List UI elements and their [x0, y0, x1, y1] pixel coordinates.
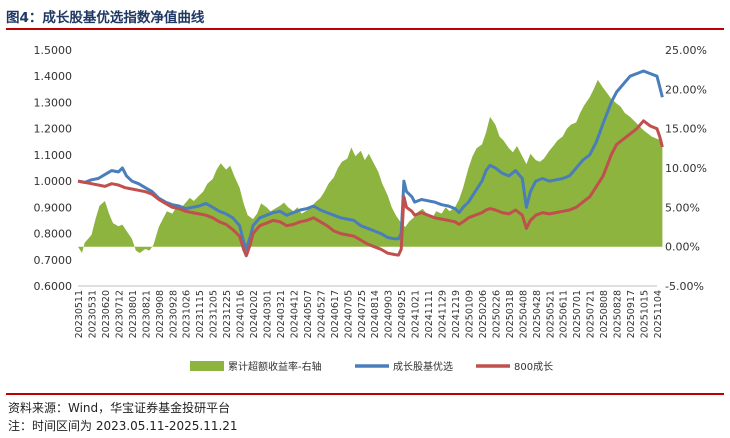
legend-excess-label: 累计超额收益率-右轴: [228, 360, 322, 373]
x-tick-label: 20231225: [222, 290, 233, 338]
x-tick-label: 20251015: [640, 290, 651, 338]
x-tick-label: 20240925: [397, 290, 408, 338]
x-tick-label: 20230821: [141, 290, 152, 338]
y-right-tick-label: 15.00%: [665, 123, 707, 136]
x-tick-label: 20240814: [370, 290, 381, 338]
title-bar: 图4：成长股基优选指数净值曲线: [6, 4, 724, 30]
x-tick-label: 20230620: [101, 290, 112, 338]
x-tick-label: 20250917: [626, 290, 637, 338]
x-tick-label: 20231026: [182, 290, 193, 338]
y-left-tick-label: 1.3000: [34, 96, 73, 109]
legend-growth-fund-label: 成长股基优选: [393, 360, 453, 373]
y-left-tick-label: 1.1000: [34, 149, 73, 162]
x-tick-label: 20240321: [276, 290, 287, 338]
x-tick-label: 20250611: [559, 290, 570, 338]
x-tick-label: 20240617: [330, 290, 341, 338]
page-title: 图4：成长股基优选指数净值曲线: [6, 10, 205, 26]
x-tick-label: 20230801: [128, 290, 139, 338]
x-tick-label: 20240301: [263, 290, 274, 338]
x-tick-label: 20240202: [249, 290, 260, 338]
x-tick-label: 20250206: [478, 290, 489, 338]
series-line-800-growth: [77, 119, 664, 258]
y-right-tick-label: 5.00%: [665, 201, 700, 214]
x-tick-label: 20250318: [505, 290, 516, 338]
y-right-tick-label: 0.00%: [665, 241, 700, 254]
y-left-tick-label: 1.0000: [34, 175, 73, 188]
y-right-tick-label: 20.00%: [665, 83, 707, 96]
y-right-tick-label: 10.00%: [665, 162, 707, 175]
x-tick-label: 20241129: [438, 290, 449, 338]
legend-800-growth-label: 800成长: [514, 361, 553, 373]
x-tick-label: 20250521: [545, 290, 556, 338]
legend-excess-swatch: [190, 361, 224, 371]
x-tick-label: 20250109: [464, 290, 475, 338]
period-note: 注：时间区间为 2023.05.11-2025.11.21: [8, 419, 238, 433]
x-tick-label: 20250408: [518, 290, 529, 338]
x-tick-label: 20250701: [572, 290, 583, 338]
series-line-growth-fund: [77, 69, 664, 251]
y-left-tick-label: 0.7000: [34, 254, 73, 267]
x-tick-label: 20250808: [599, 290, 610, 338]
x-tick-label: 20231205: [209, 290, 220, 338]
footer-rule: [6, 393, 724, 395]
x-tick-label: 20230928: [168, 290, 179, 338]
x-tick-label: 20240903: [384, 290, 395, 338]
y-left-tick-label: 1.2000: [34, 123, 73, 136]
y-right-tick-label: 25.00%: [665, 44, 707, 57]
chart-container: 0.6000 0.7000 0.8000 0.9000 1.0000 1.1000 1.20…: [0, 30, 730, 386]
x-tick-label: 20241219: [451, 290, 462, 338]
x-tick-label: 20250721: [586, 290, 597, 338]
x-tick-label: 20241021: [411, 290, 422, 338]
x-tick-label: 20240705: [343, 290, 354, 338]
x-tick-label: 20240116: [236, 290, 247, 338]
x-tick-label: 20230908: [155, 290, 166, 338]
x-tick-label: 20240507: [303, 290, 314, 338]
x-tick-label: 20230712: [114, 290, 125, 338]
y-left-tick-label: 0.6000: [34, 280, 73, 293]
y-left-tick-label: 0.9000: [34, 201, 73, 214]
y-left-tick-label: 0.8000: [34, 228, 73, 241]
x-tick-label: 20250226: [491, 290, 502, 338]
x-tick-label: 20250428: [532, 290, 543, 338]
x-tick-label: 20251104: [653, 290, 664, 338]
x-tick-label: 20250828: [613, 290, 624, 338]
x-tick-label: 20240725: [357, 290, 368, 338]
y-right-tick-label: -5.00%: [665, 280, 704, 293]
x-tick-label: 20240527: [316, 290, 327, 338]
title-rule: [6, 28, 724, 30]
x-tick-label: 20231115: [195, 290, 206, 338]
nav-line-chart: 0.6000 0.7000 0.8000 0.9000 1.0000 1.1000 1.20…: [34, 44, 707, 373]
y-left-tick-label: 1.5000: [34, 44, 73, 57]
series-area-excess-return: [78, 79, 663, 254]
y-left-tick-label: 1.4000: [34, 70, 73, 83]
x-tick-label: 20240412: [289, 290, 300, 338]
x-tick-label: 20230511: [74, 290, 85, 338]
source-note: 资料来源：Wind，华宝证券基金投研平台: [8, 401, 231, 415]
x-tick-label: 20230531: [87, 290, 98, 338]
x-tick-label: 20241111: [424, 290, 435, 338]
